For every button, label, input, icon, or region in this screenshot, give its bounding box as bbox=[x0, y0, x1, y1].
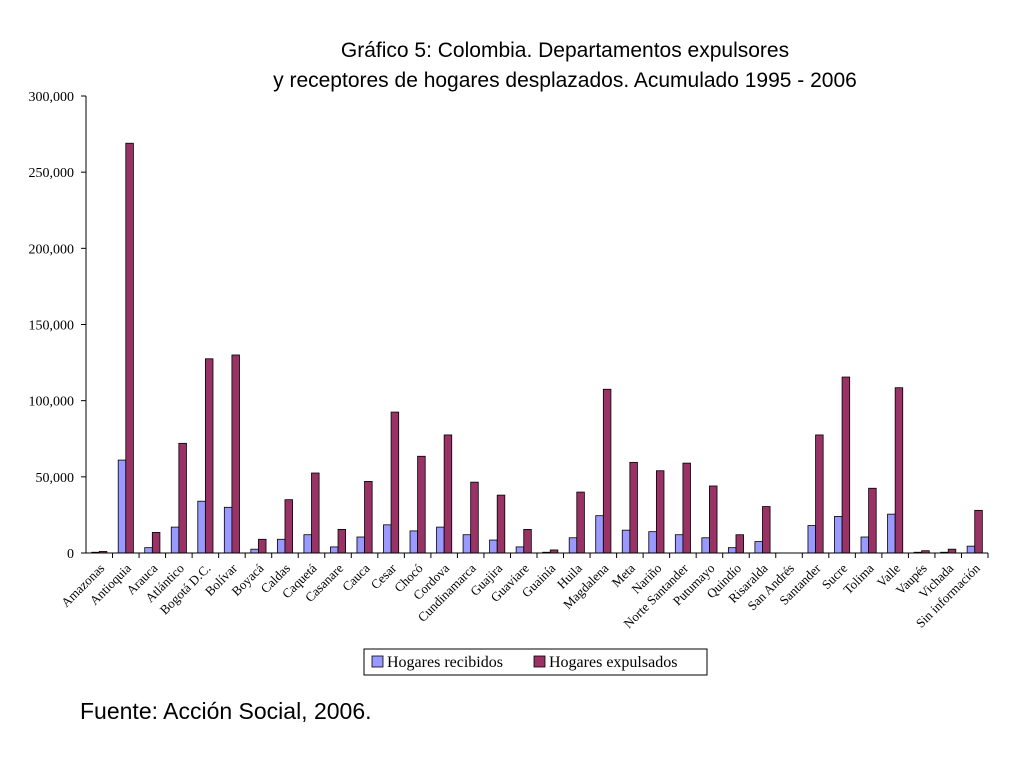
bar-expulsados bbox=[762, 506, 771, 554]
bar-recibidos bbox=[330, 546, 339, 554]
chart-title-line-2: y receptores de hogares desplazados. Acu… bbox=[273, 69, 857, 92]
bar-expulsados bbox=[655, 470, 665, 554]
bar-recibidos bbox=[303, 534, 312, 554]
bar-recibidos bbox=[860, 536, 870, 554]
bar-expulsados bbox=[337, 528, 347, 554]
bar-recibidos bbox=[887, 513, 896, 554]
bar-recibidos bbox=[727, 547, 737, 554]
bar-recibidos bbox=[754, 541, 763, 554]
bar-recibidos bbox=[250, 548, 259, 554]
bar-expulsados bbox=[894, 387, 904, 554]
y-tick-label: 250,000 bbox=[29, 166, 75, 181]
bar-expulsados bbox=[841, 376, 851, 554]
bar-recibidos bbox=[462, 534, 472, 554]
bar-expulsados bbox=[390, 411, 400, 554]
bar-expulsados bbox=[496, 494, 506, 554]
x-tick-label: Tolima bbox=[840, 560, 877, 597]
y-tick-label: 300,000 bbox=[29, 90, 75, 105]
bar-expulsados bbox=[151, 532, 161, 554]
bar-expulsados bbox=[417, 455, 426, 554]
bar-recibidos bbox=[674, 534, 684, 554]
bar-expulsados bbox=[523, 528, 532, 554]
bar-recibidos bbox=[197, 500, 206, 554]
y-tick-label: 200,000 bbox=[29, 242, 75, 257]
bar-recibidos bbox=[170, 526, 180, 554]
bar-recibidos bbox=[223, 506, 233, 554]
bar-expulsados bbox=[602, 388, 612, 554]
legend-label-expulsados: Hogares expulsados bbox=[549, 654, 677, 671]
bar-expulsados bbox=[868, 487, 877, 554]
legend: Hogares recibidos Hogares expulsados bbox=[363, 648, 708, 676]
bar-recibidos bbox=[409, 530, 419, 554]
bar-expulsados bbox=[735, 534, 744, 554]
y-tick-label: 100,000 bbox=[29, 395, 75, 410]
bar-recibidos bbox=[383, 524, 392, 554]
bar-recibidos bbox=[436, 526, 445, 554]
x-tick-label: Cauca bbox=[339, 560, 373, 594]
bar-expulsados bbox=[815, 434, 824, 554]
bar-expulsados bbox=[629, 461, 638, 554]
bar-expulsados bbox=[231, 354, 240, 554]
bar-recibidos bbox=[807, 525, 816, 554]
bar-recibidos bbox=[515, 546, 525, 554]
bar-expulsados bbox=[125, 142, 134, 554]
bar-expulsados bbox=[258, 538, 267, 554]
source-note: Fuente: Acción Social, 2006. bbox=[80, 698, 372, 724]
bar-expulsados bbox=[178, 442, 187, 554]
legend-box bbox=[363, 648, 708, 676]
bars bbox=[91, 142, 983, 554]
bar-expulsados bbox=[204, 358, 214, 554]
legend-swatch-expulsados bbox=[533, 655, 546, 668]
bar-recibidos bbox=[568, 537, 578, 554]
bar-expulsados bbox=[947, 548, 957, 554]
bar-expulsados bbox=[443, 434, 453, 554]
bar-expulsados bbox=[364, 481, 373, 554]
bar-expulsados bbox=[974, 509, 983, 554]
legend-label-recibidos: Hogares recibidos bbox=[387, 654, 503, 671]
y-axis: 0 50,000 100,000 150,000 200,000 250,000 300,0… bbox=[29, 90, 87, 562]
bar-recibidos bbox=[595, 515, 604, 554]
bar-expulsados bbox=[709, 485, 718, 554]
y-tick-label: 50,000 bbox=[36, 471, 75, 486]
bar-recibidos bbox=[117, 459, 127, 554]
chart-title-line-1: Gráfico 5: Colombia. Departamentos expul… bbox=[340, 39, 790, 62]
bar-expulsados bbox=[576, 491, 585, 554]
y-tick-label: 150,000 bbox=[29, 319, 75, 334]
bar-expulsados bbox=[284, 499, 293, 554]
bar-recibidos bbox=[276, 538, 286, 554]
bar-recibidos bbox=[966, 545, 976, 554]
chart-title: Gráfico 5: Colombia. Departamentos expul… bbox=[150, 36, 980, 96]
bar-recibidos bbox=[701, 537, 710, 554]
legend-swatch-recibidos bbox=[371, 655, 384, 668]
bar-recibidos bbox=[648, 531, 657, 554]
bar-expulsados bbox=[311, 472, 320, 554]
bar-recibidos bbox=[144, 547, 153, 554]
y-tick-label: 0 bbox=[67, 547, 74, 562]
bar-recibidos bbox=[621, 529, 631, 554]
bar-expulsados bbox=[682, 462, 691, 554]
bar-expulsados bbox=[470, 481, 479, 554]
bar-recibidos bbox=[489, 539, 498, 554]
bar-recibidos bbox=[356, 536, 365, 554]
bar-recibidos bbox=[834, 516, 843, 554]
